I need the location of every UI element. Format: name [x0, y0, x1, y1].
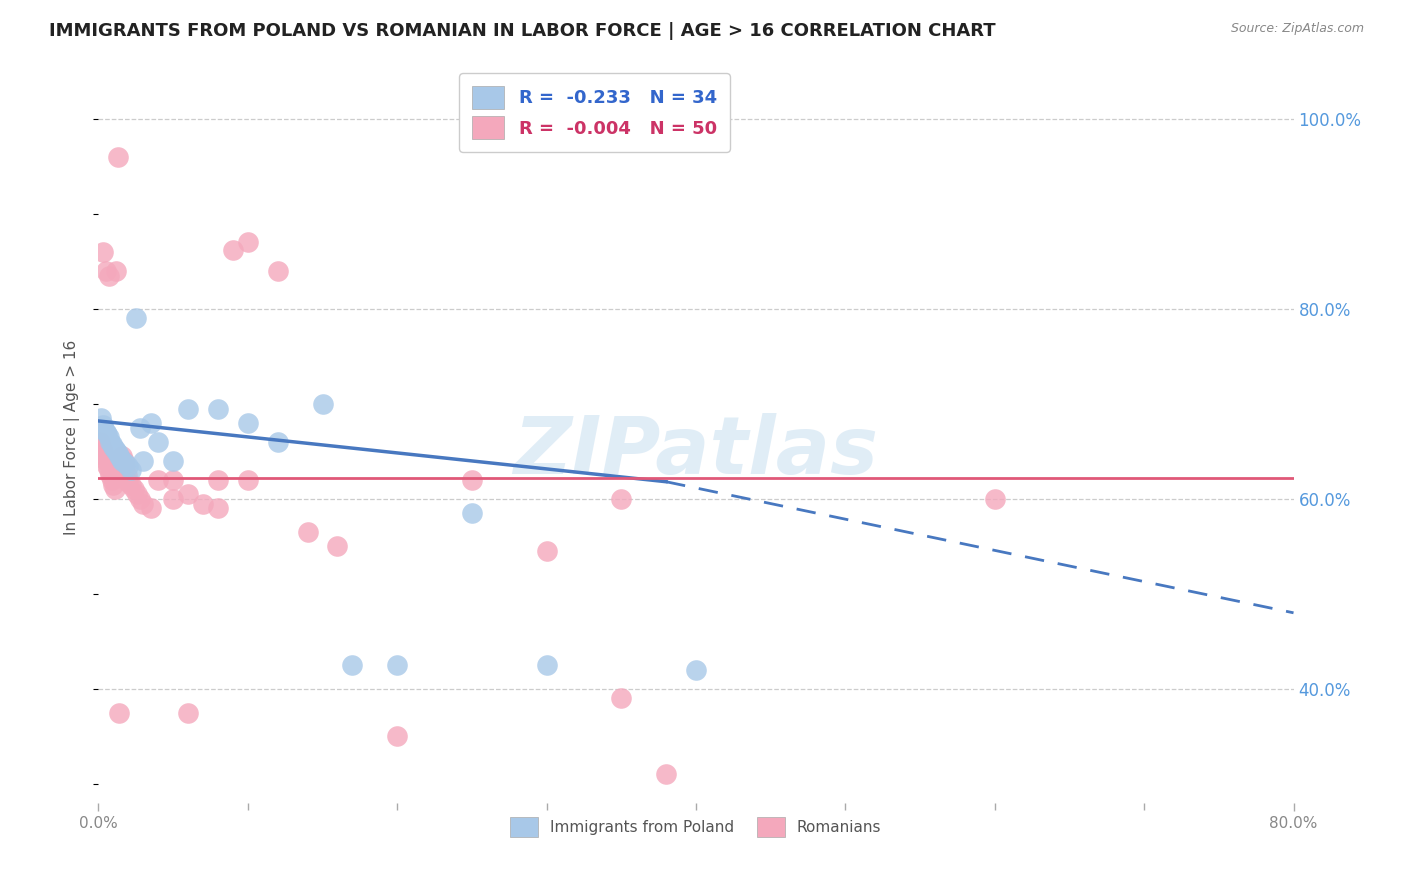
- Point: [311, 397, 333, 411]
- Point: [93, 424, 115, 438]
- Point: [162, 473, 184, 487]
- Point: [129, 420, 152, 434]
- Point: [326, 539, 349, 553]
- Point: [236, 235, 259, 250]
- Legend: Immigrants from Poland, Romanians: Immigrants from Poland, Romanians: [505, 811, 887, 843]
- Point: [104, 442, 127, 457]
- Point: [111, 454, 134, 468]
- Point: [125, 311, 148, 326]
- Point: [114, 458, 136, 473]
- Point: [177, 401, 200, 416]
- Point: [207, 473, 229, 487]
- Point: [94, 425, 117, 440]
- Point: [162, 454, 184, 468]
- Point: [101, 473, 124, 487]
- Point: [132, 497, 155, 511]
- Point: [536, 658, 558, 673]
- Point: [297, 524, 319, 539]
- Point: [267, 434, 290, 449]
- Point: [104, 483, 127, 497]
- Point: [207, 401, 229, 416]
- Point: [91, 244, 114, 259]
- Point: [90, 411, 112, 425]
- Point: [97, 268, 120, 283]
- Y-axis label: In Labor Force | Age > 16: In Labor Force | Age > 16: [63, 340, 80, 534]
- Point: [101, 436, 124, 450]
- Point: [107, 446, 129, 460]
- Point: [93, 449, 115, 463]
- Point: [148, 473, 170, 487]
- Point: [132, 454, 155, 468]
- Point: [117, 475, 139, 489]
- Point: [98, 468, 122, 483]
- Point: [96, 427, 118, 442]
- Point: [91, 417, 114, 432]
- Point: [124, 483, 146, 497]
- Point: [385, 658, 409, 673]
- Text: IMMIGRANTS FROM POLAND VS ROMANIAN IN LABOR FORCE | AGE > 16 CORRELATION CHART: IMMIGRANTS FROM POLAND VS ROMANIAN IN LA…: [49, 22, 995, 40]
- Point: [162, 491, 184, 506]
- Text: Source: ZipAtlas.com: Source: ZipAtlas.com: [1230, 22, 1364, 36]
- Point: [114, 456, 136, 470]
- Text: ZIPatlas: ZIPatlas: [513, 413, 879, 491]
- Point: [139, 501, 162, 516]
- Point: [112, 454, 135, 468]
- Point: [267, 264, 290, 278]
- Point: [461, 473, 484, 487]
- Point: [222, 243, 245, 257]
- Point: [129, 491, 152, 506]
- Point: [111, 449, 134, 463]
- Point: [127, 487, 149, 501]
- Point: [98, 434, 122, 449]
- Point: [120, 463, 142, 477]
- Point: [610, 491, 633, 506]
- Point: [984, 491, 1007, 506]
- Point: [685, 663, 707, 677]
- Point: [103, 477, 125, 491]
- Point: [110, 468, 132, 483]
- Point: [148, 434, 170, 449]
- Point: [96, 458, 118, 473]
- Point: [536, 544, 558, 558]
- Point: [89, 434, 111, 449]
- Point: [115, 468, 138, 483]
- Point: [94, 264, 117, 278]
- Point: [94, 454, 117, 468]
- Point: [461, 506, 484, 520]
- Point: [117, 458, 139, 473]
- Point: [108, 706, 131, 720]
- Point: [385, 729, 409, 743]
- Point: [90, 440, 112, 454]
- Point: [207, 501, 229, 516]
- Point: [342, 658, 364, 673]
- Point: [97, 430, 120, 444]
- Point: [610, 691, 633, 706]
- Point: [120, 477, 142, 491]
- Point: [177, 706, 200, 720]
- Point: [108, 449, 131, 463]
- Point: [105, 444, 128, 458]
- Point: [139, 416, 162, 430]
- Point: [97, 463, 120, 477]
- Point: [107, 150, 129, 164]
- Point: [110, 451, 132, 466]
- Point: [236, 416, 259, 430]
- Point: [105, 264, 128, 278]
- Point: [91, 444, 114, 458]
- Point: [177, 487, 200, 501]
- Point: [191, 497, 214, 511]
- Point: [655, 767, 678, 781]
- Point: [236, 473, 259, 487]
- Point: [103, 440, 125, 454]
